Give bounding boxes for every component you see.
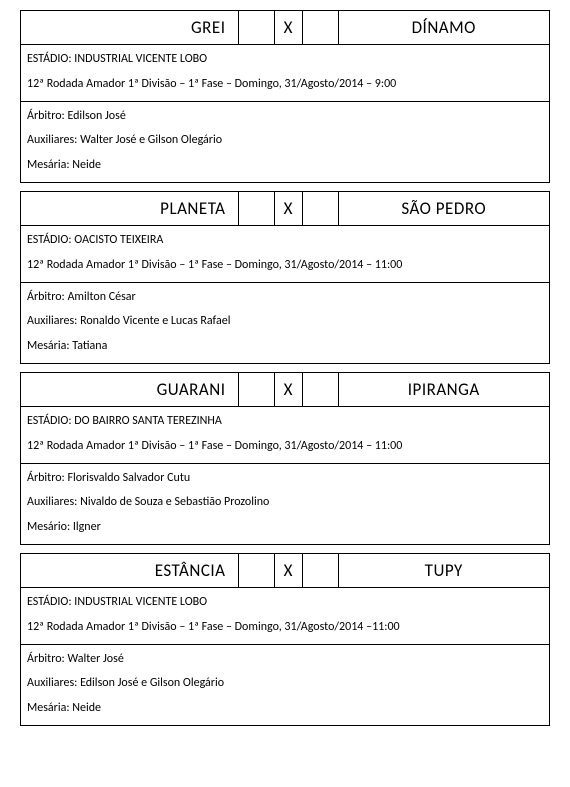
stadium-line: ESTÁDIO: OACISTO TEIXEIRA (27, 232, 543, 249)
assistants-line: Auxiliares: Ronaldo Vicente e Lucas Rafa… (27, 313, 543, 330)
mesario-line: Mesário: Ilgner (27, 519, 543, 536)
away-team: DÍNAMO (339, 11, 550, 44)
vs-separator: X (275, 373, 303, 406)
referee-line: Árbitro: Walter José (27, 651, 543, 668)
stadium-info: ESTÁDIO: DO BAIRRO SANTA TEREZINHA 12ª R… (21, 407, 549, 464)
home-score (239, 11, 275, 44)
referee-line: Árbitro: Edilson José (27, 108, 543, 125)
match-header: PLANETA X SÃO PEDRO (21, 192, 549, 226)
round-line: 12ª Rodada Amador 1ª Divisão – 1ª Fase –… (27, 619, 543, 636)
round-line: 12ª Rodada Amador 1ª Divisão – 1ª Fase –… (27, 76, 543, 93)
referee-line: Árbitro: Florisvaldo Salvador Cutu (27, 470, 543, 487)
mesario-line: Mesária: Neide (27, 700, 543, 717)
away-team: IPIRANGA (339, 373, 550, 406)
stadium-info: ESTÁDIO: INDUSTRIAL VICENTE LOBO 12ª Rod… (21, 45, 549, 102)
away-team: SÃO PEDRO (339, 192, 550, 225)
assistants-line: Auxiliares: Edilson José e Gilson Olegár… (27, 675, 543, 692)
away-score (303, 554, 339, 587)
home-score (239, 554, 275, 587)
match-header: GUARANI X IPIRANGA (21, 373, 549, 407)
stadium-line: ESTÁDIO: INDUSTRIAL VICENTE LOBO (27, 51, 543, 68)
home-team: GUARANI (21, 373, 239, 406)
away-score (303, 373, 339, 406)
match-header: ESTÂNCIA X TUPY (21, 554, 549, 588)
home-team: GREI (21, 11, 239, 44)
vs-separator: X (275, 192, 303, 225)
officials-info: Árbitro: Amilton César Auxiliares: Ronal… (21, 283, 549, 363)
stadium-line: ESTÁDIO: INDUSTRIAL VICENTE LOBO (27, 594, 543, 611)
match-block: GUARANI X IPIRANGA ESTÁDIO: DO BAIRRO SA… (20, 372, 550, 545)
away-score (303, 192, 339, 225)
mesario-line: Mesária: Tatiana (27, 338, 543, 355)
assistants-line: Auxiliares: Nivaldo de Souza e Sebastião… (27, 494, 543, 511)
match-block: GREI X DÍNAMO ESTÁDIO: INDUSTRIAL VICENT… (20, 10, 550, 183)
home-score (239, 373, 275, 406)
away-team: TUPY (339, 554, 550, 587)
stadium-info: ESTÁDIO: INDUSTRIAL VICENTE LOBO 12ª Rod… (21, 588, 549, 645)
referee-line: Árbitro: Amilton César (27, 289, 543, 306)
home-team: ESTÂNCIA (21, 554, 239, 587)
match-header: GREI X DÍNAMO (21, 11, 549, 45)
assistants-line: Auxiliares: Walter José e Gilson Olegári… (27, 132, 543, 149)
officials-info: Árbitro: Florisvaldo Salvador Cutu Auxil… (21, 464, 549, 544)
home-team: PLANETA (21, 192, 239, 225)
vs-separator: X (275, 11, 303, 44)
vs-separator: X (275, 554, 303, 587)
away-score (303, 11, 339, 44)
home-score (239, 192, 275, 225)
match-block: PLANETA X SÃO PEDRO ESTÁDIO: OACISTO TEI… (20, 191, 550, 364)
stadium-info: ESTÁDIO: OACISTO TEIXEIRA 12ª Rodada Ama… (21, 226, 549, 283)
stadium-line: ESTÁDIO: DO BAIRRO SANTA TEREZINHA (27, 413, 543, 430)
mesario-line: Mesária: Neide (27, 157, 543, 174)
round-line: 12ª Rodada Amador 1ª Divisão – 1ª Fase –… (27, 257, 543, 274)
round-line: 12ª Rodada Amador 1ª Divisão – 1ª Fase –… (27, 438, 543, 455)
officials-info: Árbitro: Walter José Auxiliares: Edilson… (21, 645, 549, 725)
officials-info: Árbitro: Edilson José Auxiliares: Walter… (21, 102, 549, 182)
match-block: ESTÂNCIA X TUPY ESTÁDIO: INDUSTRIAL VICE… (20, 553, 550, 726)
